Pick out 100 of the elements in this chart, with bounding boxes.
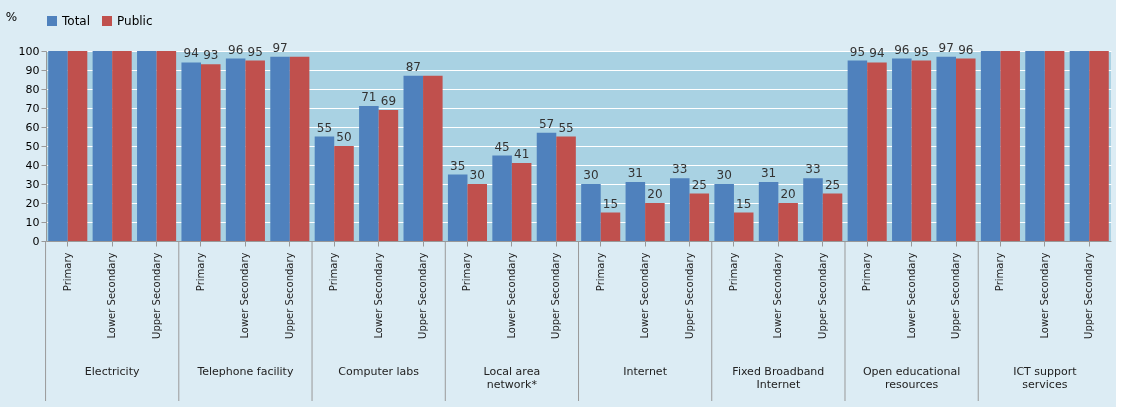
x-tick-label: Primary bbox=[195, 252, 206, 292]
y-tick-label: 30 bbox=[25, 177, 40, 191]
text: Open educational resources bbox=[862, 365, 961, 391]
y-tick-label: 0 bbox=[32, 234, 40, 248]
bar bbox=[980, 51, 1001, 241]
data-label: 30 bbox=[469, 168, 485, 182]
data-label: 95 bbox=[913, 44, 929, 59]
text: Telephone facility bbox=[196, 365, 294, 378]
legend-label: Public bbox=[117, 14, 153, 28]
data-label: 94 bbox=[869, 46, 885, 61]
legend-label: Total bbox=[61, 14, 91, 28]
bar bbox=[758, 182, 779, 241]
x-tick-label: Upper Secondary bbox=[950, 252, 961, 339]
x-tick-label: Upper Secondary bbox=[1083, 252, 1095, 339]
bar bbox=[1025, 51, 1045, 241]
bar bbox=[137, 51, 157, 241]
data-label: 69 bbox=[380, 93, 397, 108]
y-tick-label: 20 bbox=[25, 196, 40, 210]
x-tick-label: Lower Secondary bbox=[106, 252, 118, 339]
bar bbox=[359, 106, 379, 241]
bar bbox=[689, 193, 710, 241]
bar bbox=[156, 51, 177, 241]
data-label: 20 bbox=[647, 187, 663, 201]
bar bbox=[403, 75, 424, 241]
data-label: 71 bbox=[361, 90, 377, 105]
bar bbox=[892, 58, 912, 241]
x-tick-label: Upper Secondary bbox=[150, 252, 162, 339]
text: Local area network* bbox=[483, 365, 541, 391]
bar bbox=[511, 163, 532, 241]
bar bbox=[112, 51, 132, 241]
bar bbox=[1000, 51, 1020, 241]
data-label: 97 bbox=[272, 40, 288, 55]
bar bbox=[67, 51, 88, 241]
x-tick-label: Lower Secondary bbox=[505, 252, 517, 339]
x-tick-label: Primary bbox=[861, 252, 873, 292]
bar bbox=[803, 178, 823, 241]
data-label: 97 bbox=[938, 40, 954, 55]
x-tick-label: Lower Secondary bbox=[772, 252, 784, 339]
x-tick-label: Lower Secondary bbox=[905, 252, 917, 339]
x-tick-label: Upper Secondary bbox=[683, 252, 695, 339]
bar bbox=[714, 184, 734, 241]
data-label: 87 bbox=[405, 59, 421, 74]
data-label: 96 bbox=[958, 42, 974, 57]
data-label: 31 bbox=[627, 166, 643, 181]
bar bbox=[867, 62, 887, 241]
bar bbox=[289, 56, 310, 241]
x-tick-label: Lower Secondary bbox=[239, 252, 251, 339]
data-label: 45 bbox=[494, 139, 510, 154]
bar bbox=[645, 203, 665, 241]
data-label: 25 bbox=[824, 177, 841, 192]
bar bbox=[625, 182, 646, 241]
data-label: 55 bbox=[558, 120, 574, 135]
bar bbox=[536, 132, 557, 241]
data-label: 33 bbox=[672, 162, 688, 177]
bar bbox=[581, 184, 601, 241]
bar bbox=[1089, 51, 1109, 241]
x-tick-label: Lower Secondary bbox=[1038, 252, 1050, 339]
bar bbox=[225, 58, 246, 241]
data-label: 15 bbox=[736, 196, 752, 211]
x-tick-label: Lower Secondary bbox=[372, 252, 384, 339]
bar bbox=[936, 56, 956, 241]
bar bbox=[956, 58, 976, 241]
data-label: 55 bbox=[316, 120, 333, 135]
data-label: 15 bbox=[602, 196, 619, 211]
data-label: 20 bbox=[780, 187, 796, 201]
data-label: 96 bbox=[228, 42, 244, 57]
bar bbox=[911, 60, 932, 241]
bar bbox=[378, 109, 399, 241]
data-label: 96 bbox=[894, 42, 910, 57]
data-label: 25 bbox=[691, 177, 707, 192]
y-tick-label: 40 bbox=[25, 158, 40, 172]
bar bbox=[556, 136, 576, 241]
x-tick-label: Lower Secondary bbox=[639, 252, 651, 339]
data-label: 57 bbox=[538, 116, 555, 131]
y-tick-label: 10 bbox=[25, 215, 40, 229]
bar bbox=[181, 62, 201, 241]
bar bbox=[847, 60, 868, 241]
x-tick-label: Primary bbox=[461, 252, 473, 292]
data-label: 33 bbox=[805, 162, 821, 177]
bar bbox=[92, 51, 113, 241]
bar bbox=[201, 64, 221, 241]
x-tick-label: Primary bbox=[594, 252, 606, 292]
x-tick-label: Primary bbox=[994, 252, 1006, 292]
bar bbox=[467, 184, 488, 241]
bar bbox=[245, 60, 265, 241]
bar bbox=[492, 155, 512, 241]
y-tick-label: 70 bbox=[25, 101, 40, 115]
data-label: 93 bbox=[203, 48, 219, 63]
bar bbox=[447, 174, 468, 241]
data-label: 30 bbox=[716, 168, 732, 182]
bar bbox=[778, 203, 798, 241]
y-tick-label: 60 bbox=[25, 120, 40, 134]
data-label: 31 bbox=[760, 166, 777, 181]
bar bbox=[822, 193, 843, 241]
x-tick-label: Primary bbox=[328, 252, 340, 292]
y-tick-label: 80 bbox=[25, 82, 40, 96]
y-axis-title: % bbox=[5, 9, 18, 24]
text: Internet bbox=[623, 365, 668, 378]
y-tick-label: 50 bbox=[25, 139, 40, 153]
y-tick-label: 100 bbox=[18, 44, 40, 58]
